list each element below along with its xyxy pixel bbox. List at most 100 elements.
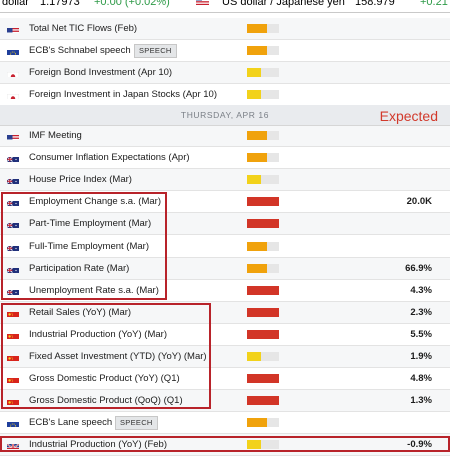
ticker-right-change: +0.21 (420, 0, 448, 8)
table-row[interactable]: Foreign Investment in Japan Stocks (Apr … (0, 84, 450, 106)
table-row[interactable]: Foreign Bond Investment (Apr 10) (0, 62, 450, 84)
expected-value: -0.9% (407, 434, 432, 455)
expected-value: 2.3% (410, 302, 432, 323)
event-name[interactable]: ECB's Lane speech (29, 412, 112, 433)
uk-flag-icon (7, 440, 19, 449)
us-flag-icon (7, 24, 19, 33)
event-name[interactable]: ECB's Schnabel speech (29, 40, 131, 61)
table-row[interactable]: Total Net TIC Flows (Feb) (0, 18, 450, 40)
importance-fill (247, 330, 279, 339)
event-name[interactable]: Participation Rate (Mar) (29, 258, 129, 279)
event-name[interactable]: Foreign Bond Investment (Apr 10) (29, 62, 172, 83)
importance-bar (247, 330, 279, 339)
importance-bar (247, 264, 279, 273)
event-name[interactable]: Fixed Asset Investment (YTD) (YoY) (Mar) (29, 346, 207, 367)
importance-fill (247, 68, 261, 77)
importance-fill (247, 396, 279, 405)
table-row[interactable]: House Price Index (Mar) (0, 169, 450, 191)
importance-bar (247, 131, 279, 140)
event-name[interactable]: Retail Sales (YoY) (Mar) (29, 302, 131, 323)
importance-fill (247, 374, 279, 383)
cn-flag-icon (7, 352, 19, 361)
table-row[interactable]: Fixed Asset Investment (YTD) (YoY) (Mar)… (0, 346, 450, 368)
importance-fill (247, 90, 261, 99)
table-row[interactable]: Gross Domestic Product (YoY) (Q1)4.8% (0, 368, 450, 390)
expected-value: 66.9% (405, 258, 432, 279)
expected-annotation: Expected (380, 108, 438, 124)
table-row[interactable]: Gross Domestic Product (QoQ) (Q1) 1.3% (0, 390, 450, 412)
table-row[interactable]: Consumer Inflation Expectations (Apr) (0, 147, 450, 169)
importance-fill (247, 264, 267, 273)
event-name[interactable]: Industrial Production (YoY) (Feb) (29, 434, 167, 455)
event-name[interactable]: Employment Change s.a. (Mar) (29, 191, 161, 212)
cn-flag-icon (7, 396, 19, 405)
importance-fill (247, 46, 267, 55)
importance-bar (247, 440, 279, 449)
table-row[interactable]: Industrial Production (YoY) (Feb) -0.9% (0, 434, 450, 456)
importance-bar (247, 374, 279, 383)
event-name[interactable]: Part-Time Employment (Mar) (29, 213, 151, 234)
importance-bar (247, 175, 279, 184)
au-flag-icon (7, 219, 19, 228)
importance-fill (247, 131, 267, 140)
table-row[interactable]: Retail Sales (YoY) (Mar) 2.3% (0, 302, 450, 324)
event-name[interactable]: Unemployment Rate s.a. (Mar) (29, 280, 159, 301)
event-name[interactable]: Industrial Production (YoY) (Mar) (29, 324, 167, 345)
event-name[interactable]: Consumer Inflation Expectations (Apr) (29, 147, 190, 168)
importance-bar (247, 418, 279, 427)
importance-bar (247, 308, 279, 317)
table-row[interactable]: IMF Meeting (0, 125, 450, 147)
expected-value: 1.3% (410, 390, 432, 411)
importance-fill (247, 242, 267, 251)
cn-flag-icon (7, 374, 19, 383)
table-row[interactable]: Unemployment Rate s.a. (Mar) 4.3% (0, 280, 450, 302)
cn-flag-icon (7, 330, 19, 339)
expected-value: 20.0K (407, 191, 432, 212)
importance-fill (247, 286, 279, 295)
table-row[interactable]: Participation Rate (Mar) 66.9% (0, 258, 450, 280)
ticker-left-name[interactable]: dollar (2, 0, 29, 8)
ticker-bar: dollar 1.17973 +0.00 (+0.02%) US dollar … (0, 0, 450, 13)
table-row[interactable]: Employment Change s.a. (Mar) 20.0K (0, 191, 450, 213)
importance-bar (247, 242, 279, 251)
event-name[interactable]: Foreign Investment in Japan Stocks (Apr … (29, 84, 217, 105)
au-flag-icon (7, 242, 19, 251)
expected-value: 1.9% (410, 346, 432, 367)
event-name[interactable]: Gross Domestic Product (QoQ) (Q1) (29, 390, 183, 411)
speech-badge: SPEECH (115, 416, 158, 430)
au-flag-icon (7, 264, 19, 273)
eu-flag-icon (7, 418, 19, 427)
ticker-right-price: 158.979 (355, 0, 395, 8)
ticker-right-name[interactable]: US dollar / Japanese yen (222, 0, 345, 8)
table-row[interactable]: Full-Time Employment (Mar) (0, 236, 450, 258)
cn-flag-icon (7, 308, 19, 317)
au-flag-icon (7, 153, 19, 162)
importance-fill (247, 352, 261, 361)
event-name[interactable]: IMF Meeting (29, 125, 82, 146)
us-flag-icon (7, 131, 19, 140)
expected-value: 5.5% (410, 324, 432, 345)
importance-bar (247, 153, 279, 162)
table-row[interactable]: Part-Time Employment (Mar) (0, 213, 450, 235)
importance-fill (247, 308, 279, 317)
importance-fill (247, 153, 267, 162)
table-row[interactable]: Industrial Production (YoY) (Mar) 5.5% (0, 324, 450, 346)
jp-flag-icon (7, 68, 19, 77)
importance-fill (247, 418, 267, 427)
event-name[interactable]: Gross Domestic Product (YoY) (Q1) (29, 368, 180, 389)
importance-bar (247, 24, 279, 33)
event-name[interactable]: Full-Time Employment (Mar) (29, 236, 149, 257)
importance-bar (247, 68, 279, 77)
speech-badge: SPEECH (134, 44, 177, 58)
importance-fill (247, 24, 267, 33)
event-name[interactable]: Total Net TIC Flows (Feb) (29, 18, 137, 39)
eu-flag-icon (7, 46, 19, 55)
importance-fill (247, 440, 261, 449)
importance-bar (247, 219, 279, 228)
event-name[interactable]: House Price Index (Mar) (29, 169, 132, 190)
importance-bar (247, 197, 279, 206)
importance-fill (247, 219, 279, 228)
expected-value: 4.3% (410, 280, 432, 301)
